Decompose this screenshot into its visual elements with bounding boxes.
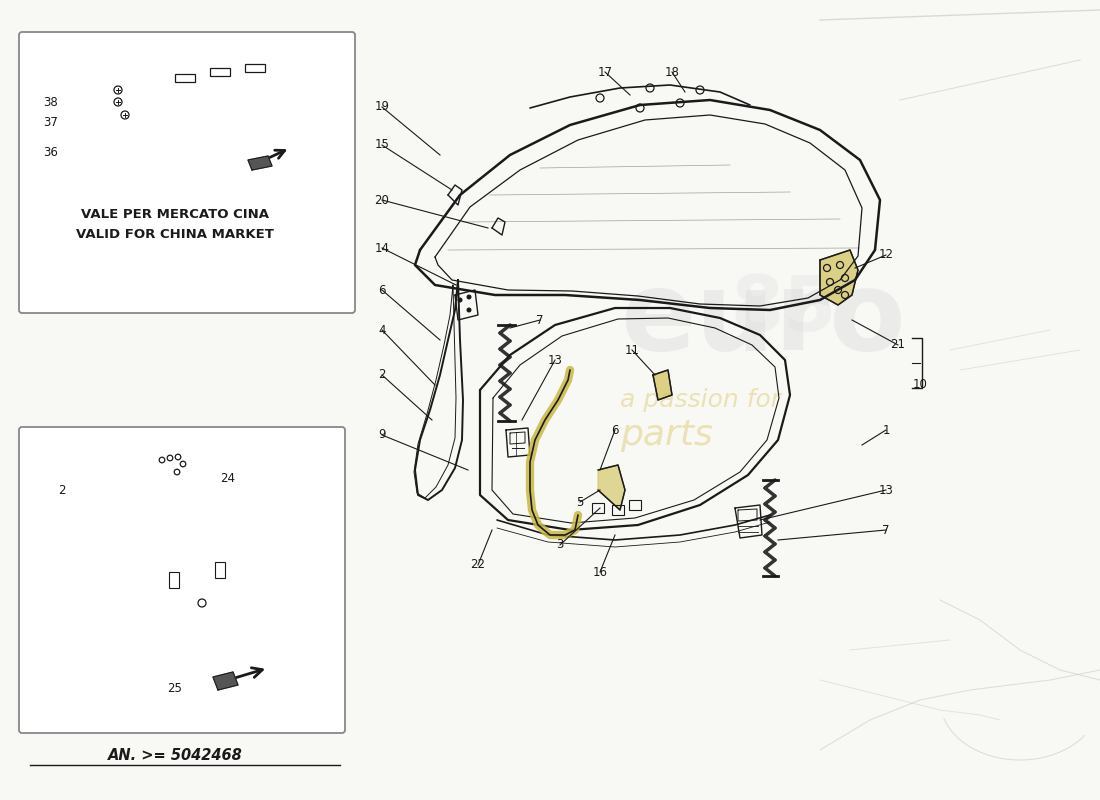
Text: 21: 21 <box>891 338 905 351</box>
Text: a passion for: a passion for <box>620 388 781 412</box>
Bar <box>245 64 265 72</box>
Text: 19: 19 <box>374 101 389 114</box>
Text: 6: 6 <box>612 423 618 437</box>
Text: 20: 20 <box>375 194 389 206</box>
Text: 13: 13 <box>548 354 562 366</box>
Text: 13: 13 <box>879 483 893 497</box>
Text: 16: 16 <box>593 566 607 578</box>
Polygon shape <box>248 156 272 170</box>
Text: parts: parts <box>620 418 713 452</box>
Bar <box>175 74 195 82</box>
Text: 7: 7 <box>537 314 543 326</box>
Text: 22: 22 <box>471 558 485 571</box>
Text: 2: 2 <box>58 483 66 497</box>
Bar <box>210 68 230 76</box>
Text: 7: 7 <box>882 523 890 537</box>
Bar <box>592 503 604 513</box>
Text: euro: euro <box>620 266 905 374</box>
Text: 5: 5 <box>576 495 584 509</box>
Text: 1: 1 <box>882 423 890 437</box>
FancyBboxPatch shape <box>19 32 355 313</box>
Text: 2: 2 <box>378 369 386 382</box>
Text: 38: 38 <box>43 95 58 109</box>
Text: 3: 3 <box>557 538 563 551</box>
Polygon shape <box>653 370 672 400</box>
Text: 15: 15 <box>375 138 389 151</box>
Text: 6: 6 <box>378 283 386 297</box>
FancyBboxPatch shape <box>19 427 345 733</box>
Text: 36: 36 <box>43 146 58 158</box>
Text: 17: 17 <box>597 66 613 78</box>
Text: AN. >= 5042468: AN. >= 5042468 <box>108 749 242 763</box>
Text: 14: 14 <box>374 242 389 254</box>
Polygon shape <box>598 465 625 510</box>
Bar <box>612 505 624 515</box>
Text: 18: 18 <box>664 66 680 78</box>
Circle shape <box>466 307 472 313</box>
Text: 24: 24 <box>220 471 235 485</box>
Bar <box>169 572 179 588</box>
Polygon shape <box>820 250 858 305</box>
Bar <box>629 500 641 510</box>
Circle shape <box>458 298 462 302</box>
Text: 85: 85 <box>730 273 836 347</box>
Text: 10: 10 <box>913 378 927 391</box>
Text: 9: 9 <box>378 429 386 442</box>
Text: VALE PER MERCATO CINA: VALE PER MERCATO CINA <box>81 209 270 222</box>
Text: 37: 37 <box>43 115 58 129</box>
Bar <box>214 562 225 578</box>
Circle shape <box>466 294 472 299</box>
Text: 11: 11 <box>625 343 639 357</box>
Text: 4: 4 <box>378 323 386 337</box>
Text: VALID FOR CHINA MARKET: VALID FOR CHINA MARKET <box>76 229 274 242</box>
Text: 12: 12 <box>879 249 893 262</box>
Text: 25: 25 <box>167 682 183 694</box>
Polygon shape <box>213 672 238 690</box>
